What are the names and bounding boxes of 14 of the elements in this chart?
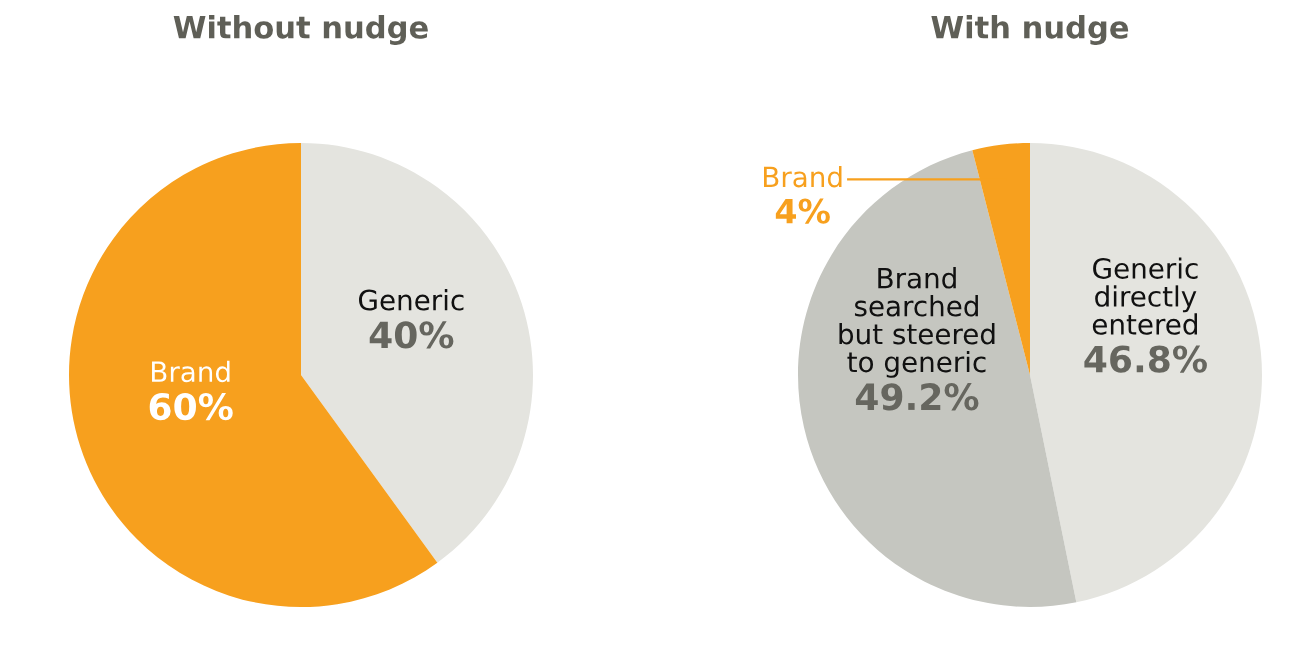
data-label: 4% [775,198,830,224]
data-label: 49.2% [855,383,979,411]
slice-label: Brand [152,360,230,383]
data-label: 40% [369,321,454,349]
data-label: 46.8% [1084,345,1207,373]
chart-title: Without nudge [173,15,428,45]
slice-label: Brand [764,165,842,188]
slice-label: Generic directly entered [1092,257,1198,335]
slice-label: Generic [359,289,464,311]
pie-slice [301,143,533,563]
data-label: 60% [149,392,233,421]
pie-slice [1030,143,1262,603]
chart-title: With nudge [931,15,1129,45]
slice-label: Brand searched but steered to generic [839,267,995,378]
